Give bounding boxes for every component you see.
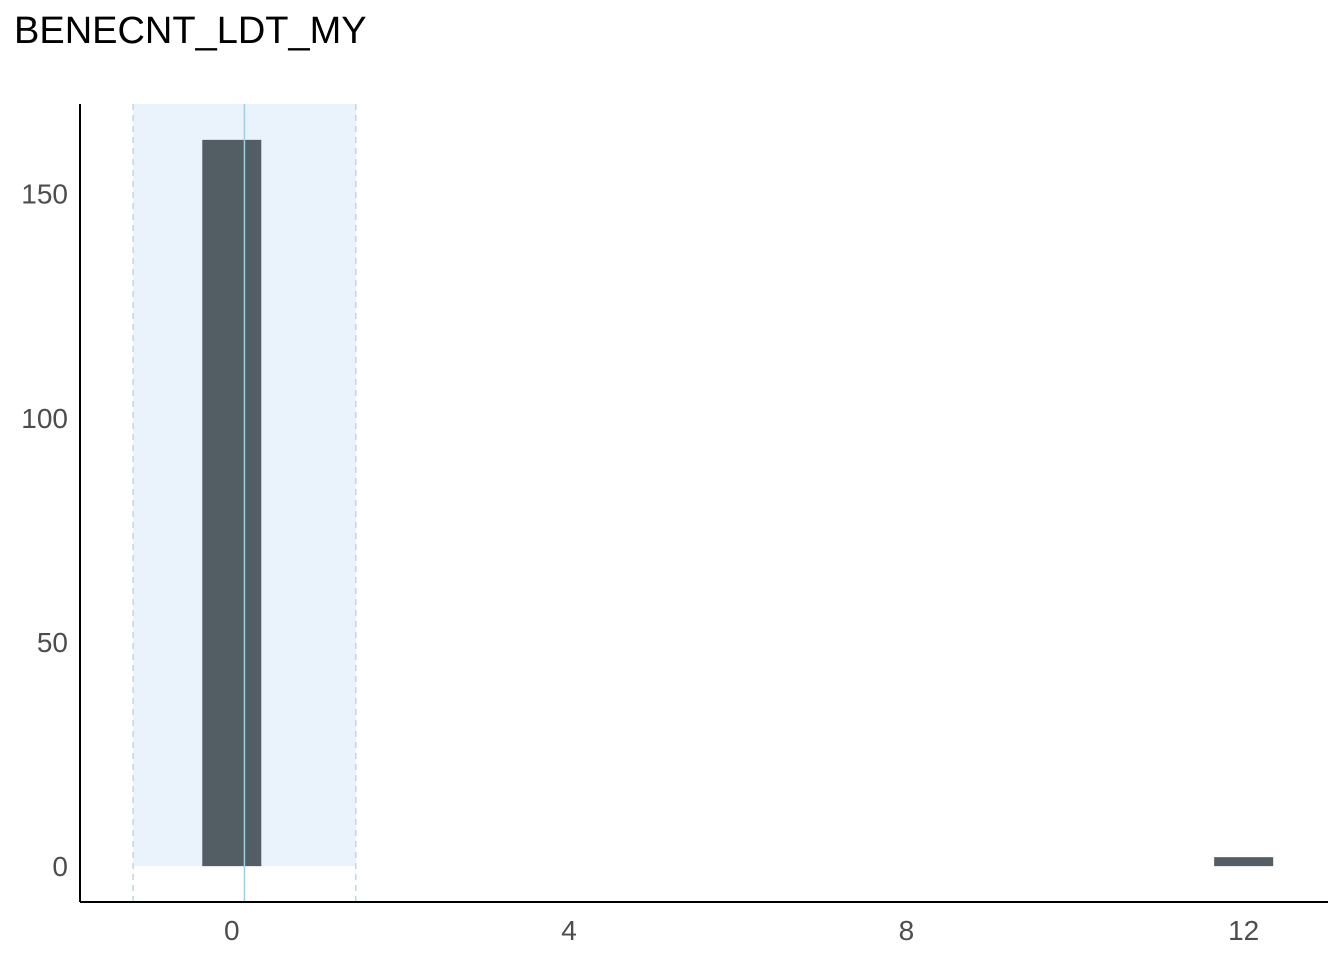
axis-layer [79, 104, 1328, 903]
bar-layer [202, 104, 1274, 902]
x-tick-label-0: 0 [224, 915, 240, 946]
x-tick-label-1: 4 [561, 915, 577, 946]
x-tick-label-3: 12 [1228, 915, 1259, 946]
y-tick-label-3: 150 [21, 179, 68, 210]
tick-label-layer: 0 4 8 12 0 50 100 150 [21, 179, 1259, 946]
y-tick-label-2: 100 [21, 403, 68, 434]
x-tick-label-2: 8 [899, 915, 915, 946]
y-tick-label-0: 0 [52, 851, 68, 882]
y-tick-label-1: 50 [37, 627, 68, 658]
chart-title: BENECNT_LDT_MY [14, 10, 367, 52]
histogram-bar-0 [202, 139, 262, 867]
histogram-bar-1 [1214, 857, 1274, 867]
